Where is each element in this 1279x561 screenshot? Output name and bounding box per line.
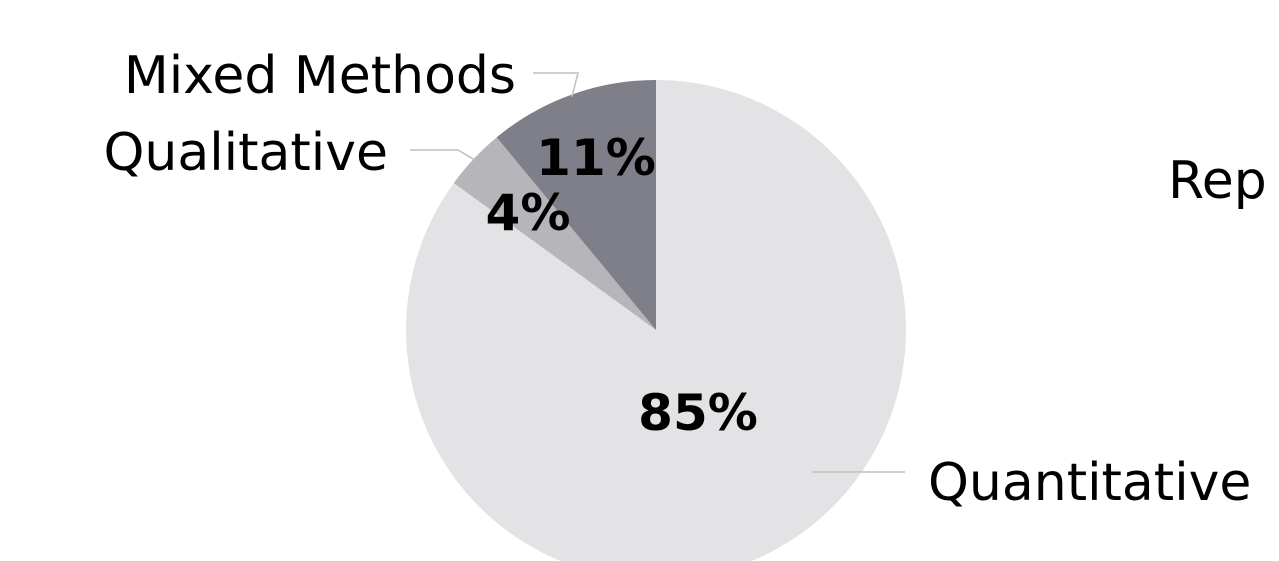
leader-line-qualitative <box>410 149 476 161</box>
value-label-mixed-methods: 11% <box>536 129 656 187</box>
category-label-mixed-methods: Mixed Methods <box>124 46 516 106</box>
leader-lines <box>410 72 905 473</box>
pie-slices <box>406 80 907 561</box>
pie-slice-mixed-methods <box>496 80 656 330</box>
pie-slice-qualitative <box>453 137 656 330</box>
category-label-quantitative: Quantitative <box>928 453 1251 513</box>
value-label-qualitative: 4% <box>486 184 571 242</box>
category-label-qualitative: Qualitative <box>103 123 388 183</box>
value-label-quantitative: 85% <box>638 384 758 442</box>
pie-slice-quantitative <box>406 80 907 561</box>
leader-line-mixed-methods <box>533 72 579 97</box>
chart-title: Rep <box>1168 151 1267 211</box>
